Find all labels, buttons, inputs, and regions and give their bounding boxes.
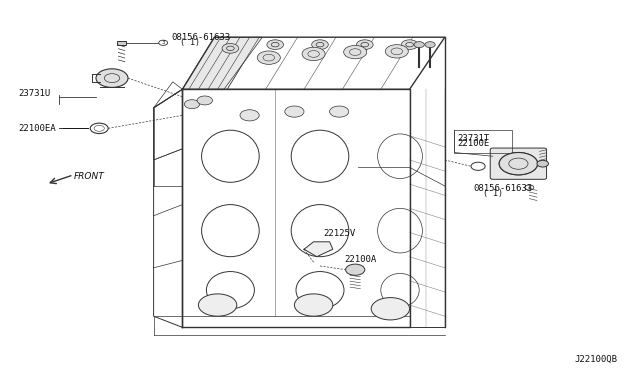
Circle shape: [499, 153, 538, 175]
Circle shape: [385, 45, 408, 58]
Text: J22100QB: J22100QB: [575, 355, 618, 363]
Bar: [117, 41, 126, 45]
Bar: [454, 130, 512, 153]
Text: 22100E: 22100E: [458, 139, 490, 148]
Ellipse shape: [294, 294, 333, 316]
Circle shape: [302, 47, 325, 61]
Text: FRONT: FRONT: [74, 172, 104, 181]
Circle shape: [525, 185, 534, 190]
Circle shape: [197, 96, 212, 105]
Text: 3: 3: [528, 185, 531, 190]
Circle shape: [414, 42, 424, 48]
Circle shape: [346, 264, 365, 275]
Polygon shape: [182, 37, 262, 89]
Circle shape: [330, 106, 349, 117]
Text: 23731T: 23731T: [458, 134, 490, 142]
Circle shape: [257, 51, 280, 64]
Circle shape: [401, 40, 418, 49]
FancyBboxPatch shape: [490, 148, 547, 179]
Text: 3: 3: [161, 40, 165, 45]
Text: ( 1): ( 1): [180, 38, 200, 47]
Text: 23731U: 23731U: [18, 89, 50, 98]
Circle shape: [499, 153, 538, 175]
Circle shape: [222, 44, 239, 53]
Circle shape: [356, 40, 373, 49]
Circle shape: [96, 69, 128, 87]
Circle shape: [240, 110, 259, 121]
Circle shape: [159, 40, 168, 45]
Ellipse shape: [371, 298, 410, 320]
Text: ( 1): ( 1): [483, 189, 502, 198]
Circle shape: [267, 40, 284, 49]
Text: 08156-61633: 08156-61633: [172, 33, 230, 42]
Ellipse shape: [198, 294, 237, 316]
Text: 22100EA: 22100EA: [18, 124, 56, 133]
Text: 22125V: 22125V: [323, 229, 355, 238]
Text: 22100A: 22100A: [344, 255, 376, 264]
Circle shape: [285, 106, 304, 117]
Polygon shape: [304, 242, 333, 257]
Circle shape: [425, 42, 435, 48]
Circle shape: [344, 45, 367, 59]
Text: 08156-61633: 08156-61633: [474, 184, 532, 193]
Circle shape: [537, 160, 548, 167]
Circle shape: [312, 40, 328, 49]
Circle shape: [184, 100, 200, 109]
